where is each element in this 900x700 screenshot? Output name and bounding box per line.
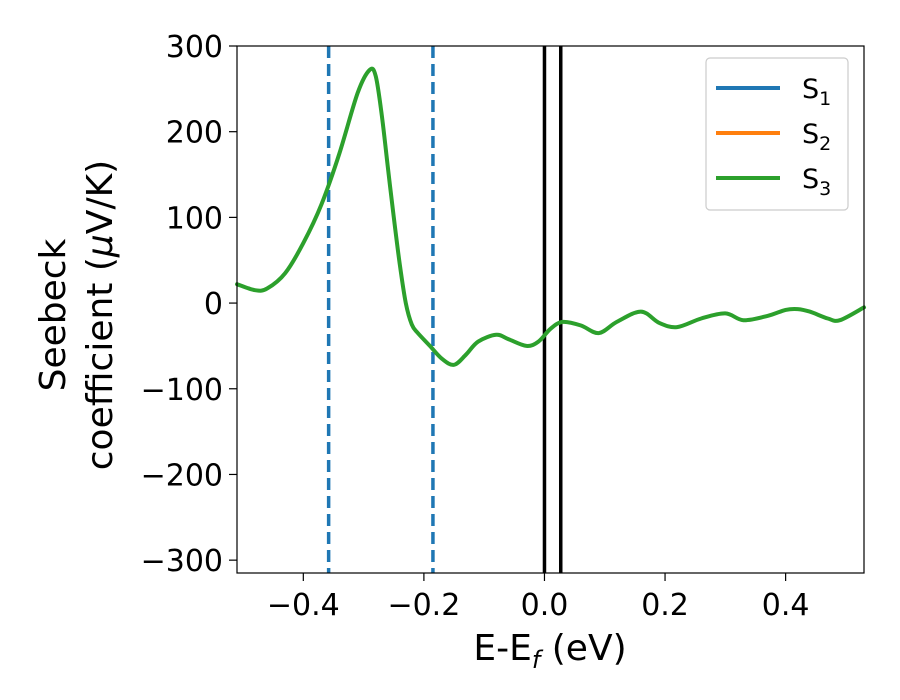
x-tick-label: −0.4	[267, 588, 340, 623]
y-tick-label: 100	[166, 201, 223, 236]
plot-frame	[236, 45, 865, 574]
legend-label-s1: S1	[802, 74, 831, 110]
y-tick-label: 0	[204, 287, 223, 322]
legend-label-s3: S3	[802, 164, 831, 200]
y-tick-label: −300	[141, 544, 223, 579]
x-axis-label: E-Ef (eV)	[473, 628, 626, 674]
y-tick-label: 300	[166, 30, 223, 65]
reference-lines	[326, 46, 563, 573]
x-tick-label: −0.2	[387, 588, 460, 623]
x-tick-label: 0.4	[762, 588, 810, 623]
y-tick-label: −100	[141, 373, 223, 408]
x-tick-label: 0.0	[521, 588, 569, 623]
y-tick-label: −200	[141, 458, 223, 493]
legend-label-s2: S2	[802, 119, 831, 155]
y-axis-ticks: 300 200 100 0 −100 −200 −300	[141, 30, 237, 579]
y-axis-label-line2: coefficient (μV/K)	[80, 160, 121, 470]
y-tick-label: 200	[166, 116, 223, 151]
x-axis-ticks: −0.4 −0.2 0.0 0.2 0.4	[267, 573, 810, 623]
series-group	[235, 66, 866, 367]
y-axis-label: Seebeck coefficient (μV/K)	[33, 160, 121, 470]
series-line-s3	[235, 66, 866, 367]
legend: S1 S2 S3	[705, 57, 849, 211]
x-tick-label: 0.2	[641, 588, 689, 623]
y-axis-label-line1: Seebeck	[33, 238, 74, 391]
